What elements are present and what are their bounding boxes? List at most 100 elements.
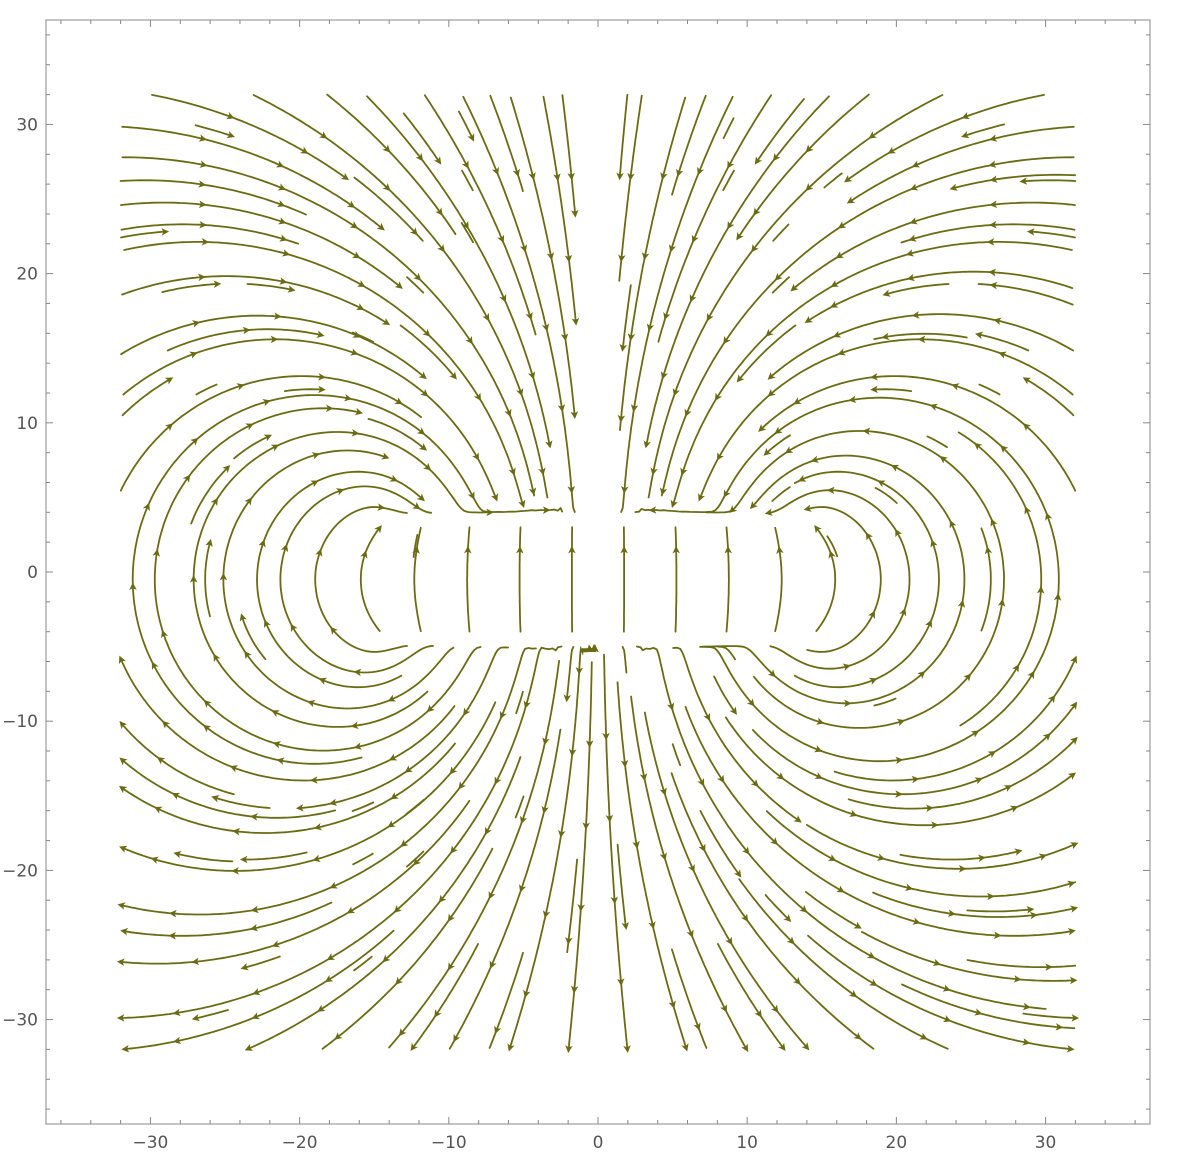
- streamline-segment: [871, 955, 951, 992]
- streamline-segment: [939, 456, 994, 523]
- x-tick-label: 20: [886, 1133, 908, 1153]
- streamline-segment: [635, 844, 656, 930]
- streamline-segment: [116, 958, 196, 966]
- streamline-segment: [989, 281, 1074, 306]
- streamline-segment: [723, 430, 779, 498]
- streamline-segment: [725, 716, 785, 780]
- streamline-segment: [162, 720, 235, 769]
- streamline-segment: [1047, 701, 1078, 737]
- streamline-segment: [364, 525, 382, 555]
- streamline-segment: [616, 93, 629, 181]
- streamline-segment: [689, 225, 731, 303]
- streamline-segment: [586, 644, 595, 653]
- streamline-segment: [390, 742, 456, 800]
- streamline-segment: [641, 175, 664, 261]
- streamline-segment: [803, 504, 869, 537]
- streamline-segment: [1025, 1041, 1075, 1053]
- streamline-segment: [520, 391, 546, 476]
- streamline-segment: [914, 750, 997, 780]
- streamline-segment: [244, 650, 312, 704]
- streamline-segment: [605, 735, 614, 823]
- streamline-segment: [832, 314, 917, 338]
- streamline-segment: [977, 1012, 1064, 1031]
- streamline-segment: [519, 809, 546, 893]
- streamline-segment: [819, 718, 906, 729]
- streamline-segment: [462, 95, 499, 176]
- streamline-segment: [195, 383, 218, 396]
- streamline-segment: [321, 1036, 339, 1050]
- streamline-segment: [660, 490, 664, 497]
- streamline-segment: [251, 979, 330, 1020]
- streamline-segment: [434, 943, 479, 1018]
- streamline-segment: [577, 825, 587, 912]
- streamline-segment: [453, 964, 493, 1043]
- streamline-segment: [499, 646, 537, 720]
- streamline-segment: [173, 850, 234, 863]
- streamline-segment: [399, 324, 457, 380]
- streamline-segment: [663, 238, 695, 321]
- streamline-segment: [393, 478, 425, 502]
- streamline-segment: [702, 847, 749, 922]
- streamline-segment: [616, 843, 630, 930]
- streamline-segment: [307, 698, 392, 710]
- streamline-segment: [131, 502, 150, 588]
- streamline-segment: [166, 326, 251, 352]
- streamline-segment: [873, 697, 897, 707]
- streamline-segment: [717, 645, 736, 661]
- streamline-segment: [705, 509, 733, 514]
- x-tick-label: −30: [132, 1133, 168, 1153]
- streamline-segment: [271, 710, 356, 728]
- streamline-segment: [279, 164, 356, 208]
- y-tick-label: 0: [27, 563, 38, 583]
- streamline-segment: [1048, 964, 1077, 968]
- y-tick-label: 30: [16, 115, 38, 135]
- streamline-segment: [980, 527, 989, 551]
- x-axis-ticks: [60, 20, 1136, 1124]
- streamline-segment: [791, 940, 858, 998]
- streamline-segment: [232, 826, 319, 836]
- streamline-segment: [419, 157, 469, 230]
- streamline-segment: [471, 495, 551, 514]
- streamline-segment: [568, 670, 581, 757]
- streamline-segment: [413, 799, 471, 866]
- streamline-segment: [818, 776, 903, 798]
- streamline-segment: [201, 183, 286, 208]
- streamline-segment: [806, 610, 875, 653]
- streamline-segment: [317, 958, 387, 1012]
- streamline-segment: [421, 431, 475, 500]
- streamline-segment: [354, 225, 422, 281]
- streamline-segment: [671, 948, 701, 1031]
- streamline-segment: [619, 418, 622, 431]
- streamline-segment: [1022, 423, 1077, 492]
- streamline-segment: [507, 993, 527, 1052]
- streamline-segment: [916, 921, 1002, 940]
- streamline-segment: [151, 94, 235, 120]
- streamline-segment: [219, 572, 248, 655]
- streamline-segment: [847, 798, 934, 812]
- streamline-segment: [230, 116, 309, 154]
- streamline-segment: [752, 729, 823, 779]
- streamline-segment: [532, 490, 536, 497]
- streamline-segment: [909, 164, 993, 191]
- streamline-segment: [764, 894, 792, 922]
- streamline-segment: [486, 317, 524, 397]
- streamline-segment: [361, 284, 431, 337]
- streamline-segment: [670, 706, 705, 787]
- streamline-segment: [350, 690, 429, 730]
- streamline-segment: [393, 849, 454, 913]
- streamline-segment: [602, 653, 610, 741]
- streamline-segment: [503, 298, 536, 380]
- streamline-segment: [414, 231, 424, 242]
- streamline-segment: [121, 273, 206, 296]
- streamline-segment: [784, 430, 868, 454]
- streamline-segment: [797, 981, 862, 1040]
- streamline-segment: [290, 623, 359, 673]
- streamline-segment: [961, 853, 1048, 870]
- streamline-segment: [716, 393, 772, 461]
- streamline-segment: [281, 187, 359, 229]
- streamline-segment: [620, 489, 626, 513]
- streamline-segment: [266, 393, 353, 403]
- streamline-segment: [727, 157, 777, 230]
- streamline-segment: [321, 376, 403, 405]
- streamline-segment: [721, 779, 779, 846]
